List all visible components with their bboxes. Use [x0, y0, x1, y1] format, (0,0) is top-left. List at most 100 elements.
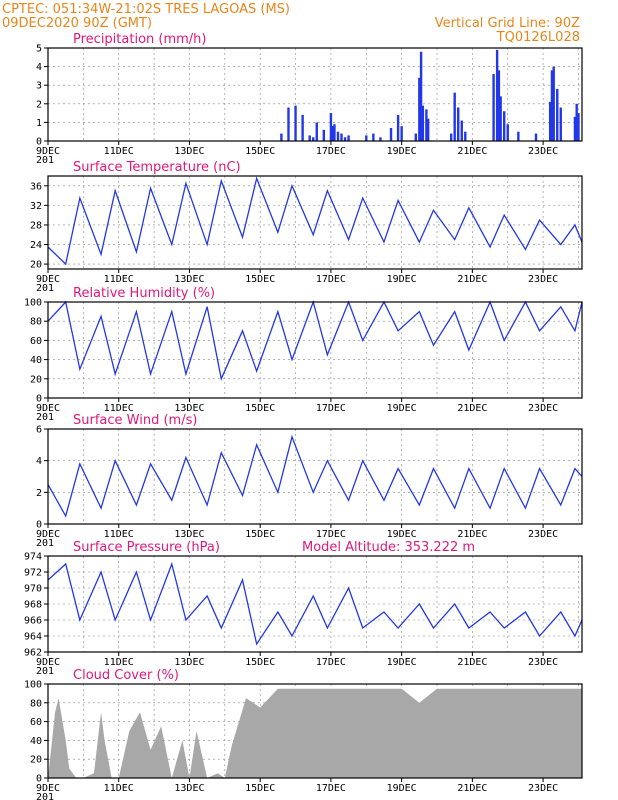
y-tick-label: 20	[30, 260, 42, 271]
x-tick-label: 17DEC	[316, 657, 346, 668]
x-tick-label: 11DEC	[104, 657, 134, 668]
x-tick-label: 13DEC	[174, 783, 204, 794]
precip-bar	[308, 135, 311, 141]
y-tick-label: 0	[36, 774, 42, 785]
panel-title: Cloud Cover (%)	[73, 668, 179, 683]
precip-bar	[419, 51, 423, 141]
x-tick-label: 23DEC	[528, 403, 558, 414]
panel-title: Surface Temperature (nC)	[73, 160, 241, 175]
y-tick-label: 60	[30, 717, 42, 728]
x-tick-label: 13DEC	[174, 529, 204, 540]
x-tick-label: 23DEC	[528, 783, 558, 794]
y-tick-label: 3	[36, 81, 42, 92]
x-tick-label: 201	[36, 666, 54, 677]
y-tick-label: 2	[36, 488, 42, 499]
precip-bar	[453, 92, 456, 141]
y-tick-label: 28	[30, 220, 42, 231]
y-tick-label: 40	[30, 736, 42, 747]
precip-bar	[426, 118, 430, 141]
x-tick-label: 19DEC	[387, 403, 417, 414]
series-line	[47, 176, 583, 266]
x-tick-label: 11DEC	[104, 146, 134, 157]
x-tick-label: 11DEC	[104, 274, 134, 285]
precip-bar	[418, 77, 421, 141]
x-tick-label: 19DEC	[387, 146, 417, 157]
precip-bar	[460, 120, 463, 141]
cloud-area	[48, 688, 582, 778]
x-tick-label: 21DEC	[457, 274, 487, 285]
x-tick-label: 201	[36, 538, 54, 549]
y-tick-label: 80	[30, 698, 42, 709]
precip-bar	[287, 107, 290, 141]
x-tick-label: 13DEC	[174, 657, 204, 668]
x-tick-label: 13DEC	[174, 274, 204, 285]
y-tick-label: 972	[24, 568, 42, 579]
x-tick-label: 9DEC	[36, 403, 60, 414]
y-tick-label: 20	[30, 374, 42, 385]
x-tick-label: 15DEC	[245, 403, 275, 414]
precip-bar	[331, 126, 334, 141]
y-tick-label: 40	[30, 355, 42, 366]
x-tick-label: 9DEC	[36, 529, 60, 540]
x-tick-label: 11DEC	[104, 783, 134, 794]
grid-note: Vertical Grid Line: 90Z	[435, 16, 580, 31]
precip-bar	[329, 113, 333, 141]
precip-bar	[506, 124, 509, 141]
y-tick-label: 20	[30, 755, 42, 766]
panel-frame	[47, 175, 583, 270]
y-tick-label: 974	[24, 552, 42, 563]
precip-bar	[552, 66, 555, 141]
x-tick-label: 17DEC	[316, 783, 346, 794]
x-tick-label: 11DEC	[104, 529, 134, 540]
precip-bar	[550, 70, 554, 141]
x-tick-label: 19DEC	[387, 529, 417, 540]
y-tick-label: 962	[24, 648, 42, 659]
precip-bar	[534, 133, 538, 141]
x-tick-label: 21DEC	[457, 403, 487, 414]
precip-bar	[280, 133, 283, 141]
x-tick-label: 15DEC	[245, 529, 275, 540]
precip-bar	[492, 74, 495, 141]
precip-bar	[517, 131, 520, 141]
x-tick-label: 201	[36, 792, 54, 800]
y-tick-label: 100	[24, 680, 42, 691]
y-tick-label: 968	[24, 600, 42, 611]
precip-bar	[495, 49, 499, 141]
panel-frame	[47, 428, 583, 525]
precip-bar	[372, 133, 375, 141]
x-tick-label: 19DEC	[387, 783, 417, 794]
y-tick-label: 4	[36, 62, 42, 73]
x-tick-label: 15DEC	[245, 657, 275, 668]
precip-bar	[343, 137, 347, 141]
panel-title: Relative Humidity (%)	[73, 286, 215, 301]
series-line	[47, 299, 583, 381]
x-tick-label: 21DEC	[457, 657, 487, 668]
panel-frame	[47, 301, 583, 399]
x-tick-label: 17DEC	[316, 529, 346, 540]
y-tick-label: 966	[24, 616, 42, 627]
x-tick-label: 201	[36, 412, 54, 423]
x-tick-label: 17DEC	[316, 274, 346, 285]
x-tick-label: 21DEC	[457, 146, 487, 157]
x-tick-label: 17DEC	[316, 403, 346, 414]
precip-bar	[340, 133, 343, 141]
x-tick-label: 15DEC	[245, 146, 275, 157]
precip-bar	[365, 135, 368, 141]
x-tick-label: 23DEC	[528, 529, 558, 540]
y-tick-label: 2	[36, 99, 42, 110]
precip-bar	[379, 137, 382, 141]
y-tick-label: 60	[30, 336, 42, 347]
panel-title: Surface Wind (m/s)	[73, 413, 197, 428]
x-tick-label: 201	[36, 155, 54, 166]
x-tick-label: 15DEC	[245, 783, 275, 794]
header-line1: CPTEC: 051:34W-21:02S TRES LAGOAS (MS)	[2, 2, 290, 17]
precip-bar	[322, 129, 326, 141]
y-tick-label: 964	[24, 632, 42, 643]
precip-bar	[315, 122, 318, 141]
x-tick-label: 23DEC	[528, 657, 558, 668]
precip-bar	[559, 107, 562, 141]
precip-bar	[312, 137, 315, 141]
series-line	[47, 561, 583, 646]
precip-bar	[556, 88, 559, 141]
